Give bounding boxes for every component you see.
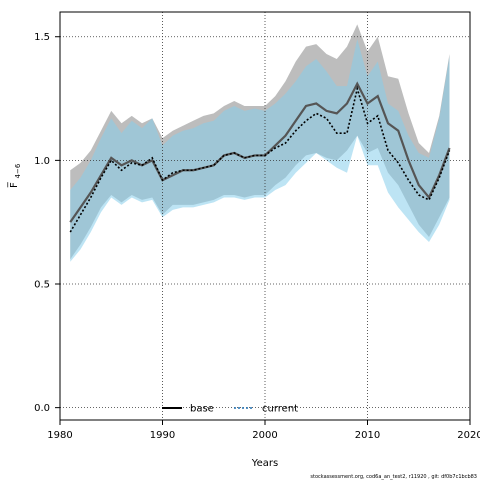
y-axis-label-main: F̅ <box>7 181 20 188</box>
x-axis-label: Years <box>251 458 278 469</box>
x-tick-label-1980: 1980 <box>47 430 72 441</box>
axes: 1980 1990 2000 2010 2020 0.0 0.5 1.0 1.5 <box>34 32 480 441</box>
y-tick-label-0: 0.0 <box>34 403 50 414</box>
x-tick-label-1990: 1990 <box>150 430 175 441</box>
y-axis-label: F̅ 4−6 <box>7 163 22 188</box>
caption: stockassessment.org, cod6a_an_test2, r11… <box>310 474 477 480</box>
y-axis-label-subscript: 4−6 <box>14 163 22 178</box>
y-tick-label-0.5: 0.5 <box>34 280 50 291</box>
y-tick-label-1: 1.0 <box>34 156 50 167</box>
x-tick-label-2020: 2020 <box>457 430 480 441</box>
series-lines <box>69 81 451 233</box>
band-current <box>70 39 450 262</box>
line-base <box>69 81 451 223</box>
x-tick-label-2010: 2010 <box>355 430 380 441</box>
legend-label-base: base <box>190 404 214 415</box>
legend-label-current: current <box>262 404 298 415</box>
x-tick-label-2000: 2000 <box>252 430 277 441</box>
legend: base current <box>162 404 298 415</box>
y-tick-label-1.5: 1.5 <box>34 32 50 43</box>
confidence-bands <box>70 24 450 262</box>
